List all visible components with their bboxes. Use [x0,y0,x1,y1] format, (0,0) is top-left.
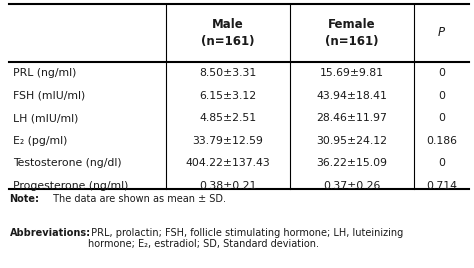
Text: 0.37±0.26: 0.37±0.26 [323,181,381,191]
Text: 404.22±137.43: 404.22±137.43 [185,158,270,168]
Text: 0.714: 0.714 [426,181,457,191]
Text: Abbreviations:: Abbreviations: [9,228,91,238]
Text: PRL (ng/ml): PRL (ng/ml) [13,68,77,78]
Text: P: P [438,26,445,39]
Text: PRL, prolactin; FSH, follicle stimulating hormone; LH, luteinizing
hormone; E₂, : PRL, prolactin; FSH, follicle stimulatin… [88,228,403,250]
Text: Testosterone (ng/dl): Testosterone (ng/dl) [13,158,122,168]
Text: 15.69±9.81: 15.69±9.81 [320,68,384,78]
Text: Male
(n=161): Male (n=161) [201,18,255,48]
Text: 4.85±2.51: 4.85±2.51 [199,113,256,123]
Text: 0: 0 [438,113,445,123]
Text: 8.50±3.31: 8.50±3.31 [199,68,256,78]
Text: 0.186: 0.186 [426,136,457,146]
Text: 6.15±3.12: 6.15±3.12 [199,91,256,100]
Text: 43.94±18.41: 43.94±18.41 [317,91,387,100]
Text: The data are shown as mean ± SD.: The data are shown as mean ± SD. [50,194,226,204]
Text: FSH (mIU/ml): FSH (mIU/ml) [13,91,85,100]
Text: Progesterone (ng/ml): Progesterone (ng/ml) [13,181,128,191]
Text: LH (mIU/ml): LH (mIU/ml) [13,113,79,123]
Text: 33.79±12.59: 33.79±12.59 [192,136,264,146]
Text: 28.46±11.97: 28.46±11.97 [317,113,387,123]
Text: E₂ (pg/ml): E₂ (pg/ml) [13,136,68,146]
Text: 0: 0 [438,91,445,100]
Text: 0: 0 [438,158,445,168]
Text: 0: 0 [438,68,445,78]
Text: 36.22±15.09: 36.22±15.09 [317,158,388,168]
Text: 30.95±24.12: 30.95±24.12 [317,136,388,146]
Text: 0.38±0.21: 0.38±0.21 [199,181,256,191]
Text: Female
(n=161): Female (n=161) [325,18,379,48]
Text: Note:: Note: [9,194,39,204]
